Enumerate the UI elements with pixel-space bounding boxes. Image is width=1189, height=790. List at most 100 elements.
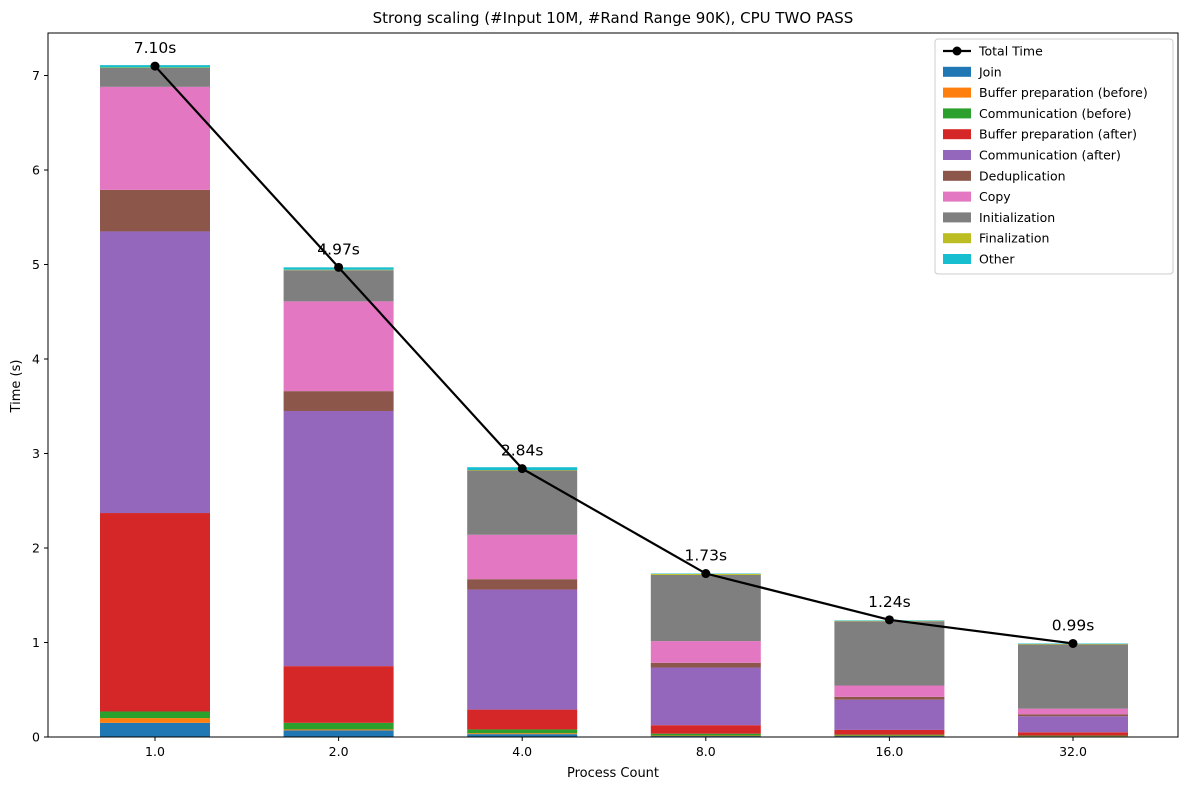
legend-swatch [943, 212, 971, 223]
y-tick-label: 2 [32, 541, 40, 556]
bar-segment [834, 685, 945, 697]
x-tick-label: 1.0 [145, 744, 165, 759]
legend-label: Initialization [979, 210, 1055, 225]
legend-swatch [943, 108, 971, 119]
bar-segment [1018, 735, 1128, 737]
bar-segment [100, 189, 210, 232]
plot-frame [47, 32, 1179, 738]
legend-label: Copy [979, 189, 1011, 204]
x-tick-label: 32.0 [1059, 744, 1087, 759]
bar-segment [283, 730, 394, 737]
x-tick-label: 4.0 [512, 744, 532, 759]
bar-segment [1018, 714, 1128, 717]
bar-segment [283, 666, 394, 723]
chart-title: Strong scaling (#Input 10M, #Rand Range … [373, 9, 854, 27]
legend-label: Buffer preparation (before) [979, 85, 1148, 100]
y-tick-label: 3 [32, 446, 40, 461]
total-time-line-layer: 7.10s 4.97s 2.84s 1.73s 1.24s 0.99s [134, 39, 1095, 648]
total-time-line [154, 65, 1074, 645]
legend-label: Communication (after) [979, 148, 1121, 163]
legend-swatch [943, 129, 971, 140]
legend-swatch [943, 87, 971, 98]
bar-segment [1018, 732, 1128, 736]
total-time-data-label: 0.99s [1052, 616, 1095, 634]
y-tick-label: 5 [32, 257, 40, 272]
bar-segment [467, 733, 578, 735]
bar-segment [1018, 708, 1128, 715]
bar-segment [1018, 716, 1128, 733]
legend-swatch [943, 66, 971, 77]
bar-segment [283, 410, 394, 667]
bar-segment [100, 513, 210, 712]
legend-swatch [943, 150, 971, 160]
total-time-point [701, 569, 711, 579]
y-tick-label: 1 [32, 635, 40, 650]
y-tick-label: 0 [32, 730, 40, 745]
bar-segment [834, 621, 945, 686]
bar-segment [100, 67, 210, 87]
axes-layer: 0 1 2 3 4 5 6 7 1.0 2.0 4.0 8.0 16.0 32.0 [32, 32, 1179, 759]
y-tick-label: 4 [32, 352, 40, 367]
bar-segment [100, 231, 210, 514]
total-time-data-label: 1.73s [685, 547, 728, 565]
legend-label: Join [978, 64, 1002, 79]
bar-segment [650, 662, 761, 668]
bar-segment [283, 722, 394, 730]
bar-segment [1018, 644, 1128, 709]
bar-segment [100, 711, 210, 719]
bar-stack-layer [100, 65, 1128, 737]
bar-segment [100, 722, 210, 737]
total-time-point [884, 615, 894, 625]
legend-label: Finalization [979, 231, 1049, 246]
bar-segment [283, 301, 394, 392]
x-tick-label: 2.0 [329, 744, 349, 759]
y-axis-label: Time (s) [9, 360, 24, 414]
bar-segment [283, 391, 394, 411]
bar-segment [467, 470, 578, 535]
legend-swatch [943, 191, 971, 202]
bar-segment [467, 589, 578, 710]
bar-segment [100, 86, 210, 190]
x-tick-label: 8.0 [696, 744, 716, 759]
bar-segment [650, 641, 761, 663]
bar-segment [467, 709, 578, 730]
total-time-point [150, 61, 160, 71]
bar-segment [834, 729, 945, 735]
y-tick-label: 7 [32, 68, 40, 83]
bar-segment [650, 725, 761, 734]
total-time-point [334, 262, 344, 272]
bar-segment [834, 699, 945, 730]
bar-segment [467, 579, 578, 590]
total-time-point [1068, 638, 1078, 648]
bar-segment [834, 696, 945, 700]
legend-line-marker [952, 46, 962, 56]
legend-swatch [943, 254, 971, 264]
legend-label: Other [979, 252, 1015, 267]
bar-segment [100, 718, 210, 723]
total-time-data-label: 7.10s [134, 39, 177, 57]
total-time-data-label: 2.84s [501, 442, 544, 460]
total-time-data-label: 1.24s [868, 593, 911, 611]
total-time-data-label: 4.97s [317, 240, 360, 258]
legend-swatch [943, 233, 971, 244]
y-tick-label: 6 [32, 163, 40, 178]
bar-segment [467, 729, 578, 734]
total-time-point [517, 464, 527, 474]
bar-segment [467, 734, 578, 737]
legend-swatch [943, 170, 971, 181]
bar-segment [650, 574, 761, 642]
bar-segment [467, 534, 578, 580]
x-axis-label: Process Count [567, 766, 659, 781]
bar-segment [650, 733, 761, 736]
legend-box [934, 38, 1174, 275]
bar-segment [650, 667, 761, 726]
bar-segment [283, 729, 394, 731]
legend: Total Time Join Buffer preparation (before… [934, 38, 1174, 275]
x-tick-label: 16.0 [875, 744, 903, 759]
legend-label: Deduplication [979, 168, 1066, 183]
bar-segment [283, 270, 394, 302]
legend-label: Communication (before) [979, 106, 1131, 121]
bar-segment [834, 734, 945, 736]
legend-label: Total Time [978, 44, 1043, 59]
